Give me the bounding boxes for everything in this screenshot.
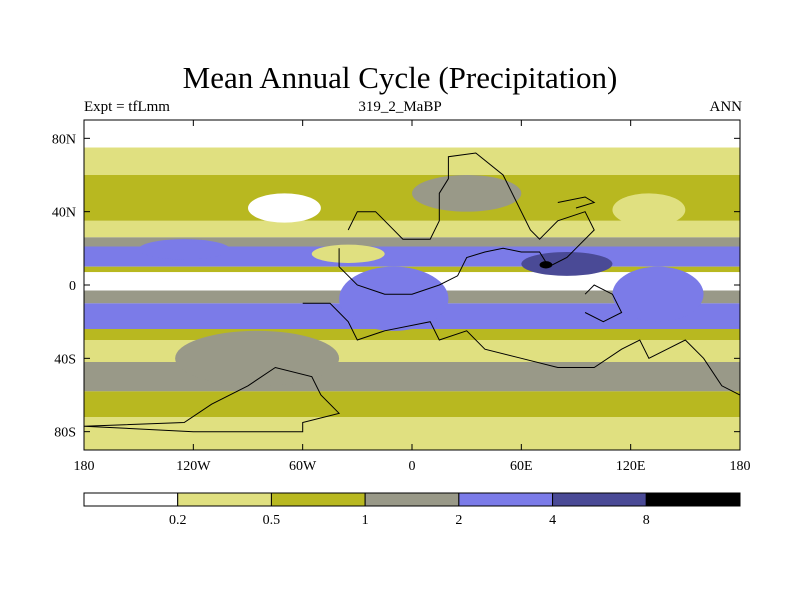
legend-colorbar: 0.2 0.5 1 2 4 8 (83, 492, 741, 528)
legend-swatch (270, 492, 366, 507)
precip-patch-9 (612, 193, 686, 227)
experiment-label: Expt = tfLmm (84, 99, 170, 115)
legend-swatch (364, 492, 460, 507)
zonal-band-1 (84, 147, 740, 175)
zonal-band-10 (84, 329, 740, 340)
x-tick-label: 60E (510, 459, 533, 474)
legend-swatch (83, 492, 179, 507)
x-tick-label: 120E (616, 459, 646, 474)
precip-patch-5 (175, 330, 340, 386)
legend-swatch (552, 492, 647, 507)
zonal-band-3 (84, 220, 740, 238)
island-northeast-outline (557, 196, 596, 209)
legend-level-label: 0.5 (263, 513, 281, 528)
y-tick-label: 80S (54, 426, 76, 441)
precip-patch-1 (339, 266, 449, 331)
precip-patch-7 (412, 175, 522, 212)
x-tick-label: 120W (176, 459, 211, 474)
legend-level-label: 2 (455, 513, 462, 528)
y-tick-label: 40N (52, 206, 76, 221)
precip-patch-8 (248, 193, 321, 223)
zonal-band-13 (84, 391, 740, 417)
land-outline-layer (84, 152, 740, 433)
precip-patch-0 (138, 239, 230, 260)
legend-level-label: 8 (643, 513, 650, 528)
y-tick-label: 0 (69, 279, 76, 294)
legend-swatch (177, 492, 272, 507)
precip-patch-2 (521, 251, 613, 276)
legend-swatch (458, 492, 554, 507)
contour-fill-layer (84, 120, 740, 450)
x-tick-label: 180 (74, 459, 95, 474)
precip-patch-4 (612, 266, 704, 322)
legend-level-label: 4 (549, 513, 556, 528)
northern-continent-outline (338, 152, 595, 295)
axes: 180 120W 60W 0 60E 120E 180 80N 40N 0 40S 80S (52, 120, 751, 474)
y-tick-label: 40S (54, 352, 76, 367)
zonal-band-4 (84, 237, 740, 247)
island-east-outline (584, 284, 623, 323)
season-label: ANN (709, 99, 743, 115)
x-tick-label: 0 (409, 459, 416, 474)
legend-level-label: 0.2 (169, 513, 187, 528)
y-tick-label: 80N (52, 132, 76, 147)
legend-swatch (645, 492, 741, 507)
x-tick-label: 60W (289, 459, 317, 474)
southern-continent-outline (302, 302, 740, 396)
chart-title: Mean Annual Cycle (Precipitation) (182, 60, 618, 95)
x-tick-label: 180 (730, 459, 751, 474)
case-label: 319_2_MaBP (358, 99, 442, 115)
precip-patch-6 (311, 244, 385, 263)
legend-level-label: 1 (362, 513, 369, 528)
south-polar-coast-outline (84, 366, 341, 433)
